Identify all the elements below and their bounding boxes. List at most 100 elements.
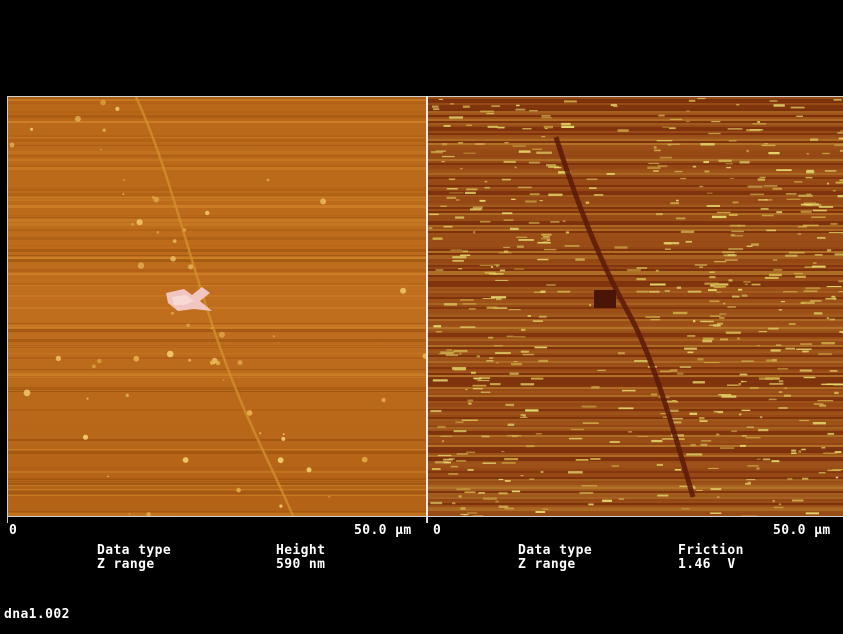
surface-particle bbox=[188, 358, 192, 362]
friction-speckle bbox=[450, 249, 463, 251]
scan-line bbox=[428, 127, 843, 129]
scan-line bbox=[8, 307, 426, 309]
friction-speckle bbox=[732, 295, 740, 298]
height-image-panel[interactable] bbox=[8, 97, 426, 516]
surface-particle bbox=[246, 410, 253, 416]
scan-line bbox=[428, 249, 843, 251]
surface-particle bbox=[222, 379, 225, 381]
scan-line bbox=[8, 137, 426, 138]
friction-speckle bbox=[687, 290, 702, 293]
surface-particle bbox=[137, 262, 145, 269]
friction-speckle bbox=[827, 469, 841, 472]
friction-speckle bbox=[504, 250, 509, 253]
scan-line bbox=[8, 387, 426, 389]
scan-line bbox=[8, 159, 426, 161]
friction-speckle bbox=[589, 187, 597, 189]
friction-speckle bbox=[756, 345, 760, 347]
friction-speckle bbox=[708, 467, 719, 469]
friction-speckle bbox=[435, 269, 444, 271]
scan-line bbox=[428, 159, 843, 161]
scan-line bbox=[8, 515, 426, 516]
friction-speckle bbox=[819, 404, 826, 407]
friction-speckle bbox=[758, 199, 768, 201]
friction-speckle bbox=[501, 178, 511, 181]
friction-speckle bbox=[628, 431, 633, 433]
friction-speckle bbox=[805, 512, 819, 515]
friction-speckle bbox=[706, 205, 720, 207]
scan-line bbox=[428, 311, 843, 313]
scan-line bbox=[8, 259, 426, 262]
scan-line bbox=[428, 119, 843, 121]
friction-speckle bbox=[456, 453, 468, 455]
scan-line bbox=[428, 455, 843, 457]
friction-speckle bbox=[543, 125, 553, 129]
scan-line bbox=[8, 409, 426, 411]
friction-speckle bbox=[800, 203, 812, 206]
surface-particle bbox=[212, 362, 215, 365]
friction-speckle bbox=[719, 317, 725, 319]
friction-speckle bbox=[658, 114, 665, 117]
friction-speckle bbox=[692, 165, 697, 168]
friction-speckle bbox=[835, 181, 843, 184]
scan-line bbox=[428, 383, 843, 385]
scan-line bbox=[8, 155, 426, 157]
scan-line bbox=[428, 401, 843, 403]
friction-speckle bbox=[823, 452, 837, 454]
friction-speckle bbox=[699, 417, 705, 420]
left-axis-end: 50.0 µm bbox=[354, 523, 412, 538]
friction-speckle bbox=[761, 214, 774, 217]
friction-speckle bbox=[778, 391, 783, 393]
friction-speckle bbox=[433, 325, 442, 328]
friction-speckle bbox=[824, 170, 837, 172]
friction-speckle bbox=[829, 370, 838, 372]
friction-speckle bbox=[484, 180, 488, 183]
friction-speckle bbox=[727, 306, 736, 308]
scan-line bbox=[8, 495, 426, 496]
friction-speckle bbox=[562, 220, 566, 223]
friction-speckle bbox=[773, 104, 785, 107]
friction-speckle bbox=[525, 200, 537, 203]
scan-line bbox=[428, 511, 843, 513]
scan-line bbox=[428, 211, 843, 213]
friction-speckle bbox=[543, 248, 557, 251]
friction-speckle bbox=[731, 234, 735, 236]
scan-line bbox=[428, 231, 843, 233]
scan-line bbox=[428, 443, 843, 445]
friction-speckle bbox=[588, 503, 594, 506]
friction-speckle bbox=[805, 204, 822, 206]
friction-speckle bbox=[831, 295, 836, 298]
friction-speckle bbox=[688, 99, 696, 102]
friction-speckle bbox=[511, 490, 521, 493]
scan-line bbox=[428, 115, 843, 117]
scan-line bbox=[428, 227, 843, 229]
friction-speckle bbox=[763, 185, 778, 187]
friction-speckle bbox=[726, 167, 731, 169]
friction-speckle bbox=[768, 398, 777, 401]
friction-speckle bbox=[720, 338, 729, 341]
friction-speckle bbox=[634, 360, 650, 362]
friction-speckle bbox=[488, 336, 494, 339]
friction-speckle bbox=[532, 148, 543, 150]
scan-line bbox=[428, 103, 843, 105]
friction-speckle bbox=[839, 179, 843, 182]
friction-speckle bbox=[812, 422, 826, 425]
scan-line bbox=[428, 163, 843, 165]
friction-speckle bbox=[506, 434, 522, 437]
friction-speckle bbox=[751, 283, 761, 286]
surface-particle bbox=[422, 353, 426, 359]
friction-speckle bbox=[699, 420, 708, 422]
friction-speckle bbox=[739, 413, 742, 416]
scan-line bbox=[8, 229, 426, 231]
friction-speckle bbox=[432, 237, 443, 240]
friction-dark-particle bbox=[594, 290, 616, 308]
friction-speckle bbox=[541, 136, 546, 138]
friction-speckle bbox=[480, 220, 491, 223]
scan-line bbox=[428, 131, 843, 133]
friction-speckle bbox=[686, 120, 690, 123]
friction-speckle bbox=[441, 143, 448, 146]
scan-line bbox=[428, 243, 843, 245]
friction-image-panel[interactable] bbox=[428, 97, 843, 516]
friction-speckle bbox=[483, 497, 497, 500]
scan-line bbox=[8, 353, 426, 354]
